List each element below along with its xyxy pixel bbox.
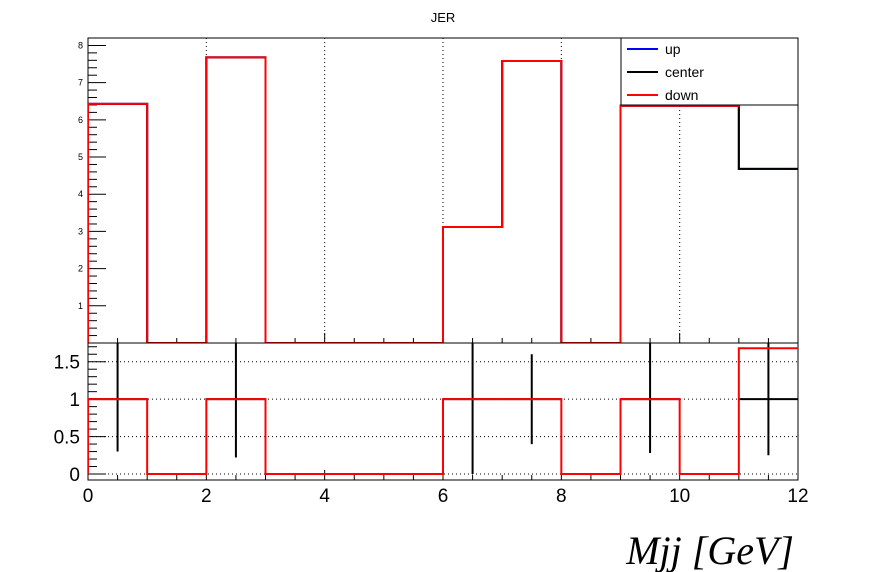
bottom-panel-y-axis: 0 0.5 1 1.5: [54, 346, 106, 486]
top-panel-y-axis: 1 2 3 4 5 6 7 8: [78, 40, 799, 343]
top-y-tick-label: 2: [78, 264, 83, 274]
bottom-y-tick-label: 1: [69, 390, 80, 411]
x-axis-title: Mjj [GeV]: [625, 528, 794, 572]
legend-label-up: up: [665, 41, 681, 57]
chart-title: JER: [431, 10, 456, 25]
x-tick-label: 8: [556, 486, 567, 507]
x-tick-label: 2: [201, 486, 212, 507]
bottom-y-tick-label: 0: [69, 465, 80, 486]
top-panel-series: [88, 38, 798, 343]
series-down-ratio-line: [88, 347, 798, 476]
legend-label-down: down: [665, 87, 698, 103]
bottom-y-tick-label: 0.5: [54, 428, 80, 449]
top-y-tick-label: 7: [78, 78, 83, 88]
x-tick-label: 10: [669, 486, 690, 507]
top-y-tick-label: 5: [78, 152, 83, 162]
top-y-tick-label: 8: [78, 40, 83, 50]
top-y-tick-label: 1: [78, 301, 83, 311]
legend: up center down: [620, 37, 799, 106]
series-down-line: [88, 38, 798, 343]
bottom-y-tick-label: 1.5: [54, 353, 80, 374]
x-axis: 0 2 4 6 8 10 12: [83, 470, 809, 507]
legend-label-center: center: [665, 64, 704, 80]
x-tick-label: 12: [787, 486, 808, 507]
top-y-tick-label: 3: [78, 226, 83, 236]
top-y-tick-label: 4: [78, 189, 83, 199]
x-tick-label: 4: [319, 486, 330, 507]
x-tick-label: 0: [83, 486, 94, 507]
bottom-panel-series: [88, 343, 798, 476]
x-tick-label: 6: [438, 486, 449, 507]
top-y-tick-label: 6: [78, 115, 83, 125]
